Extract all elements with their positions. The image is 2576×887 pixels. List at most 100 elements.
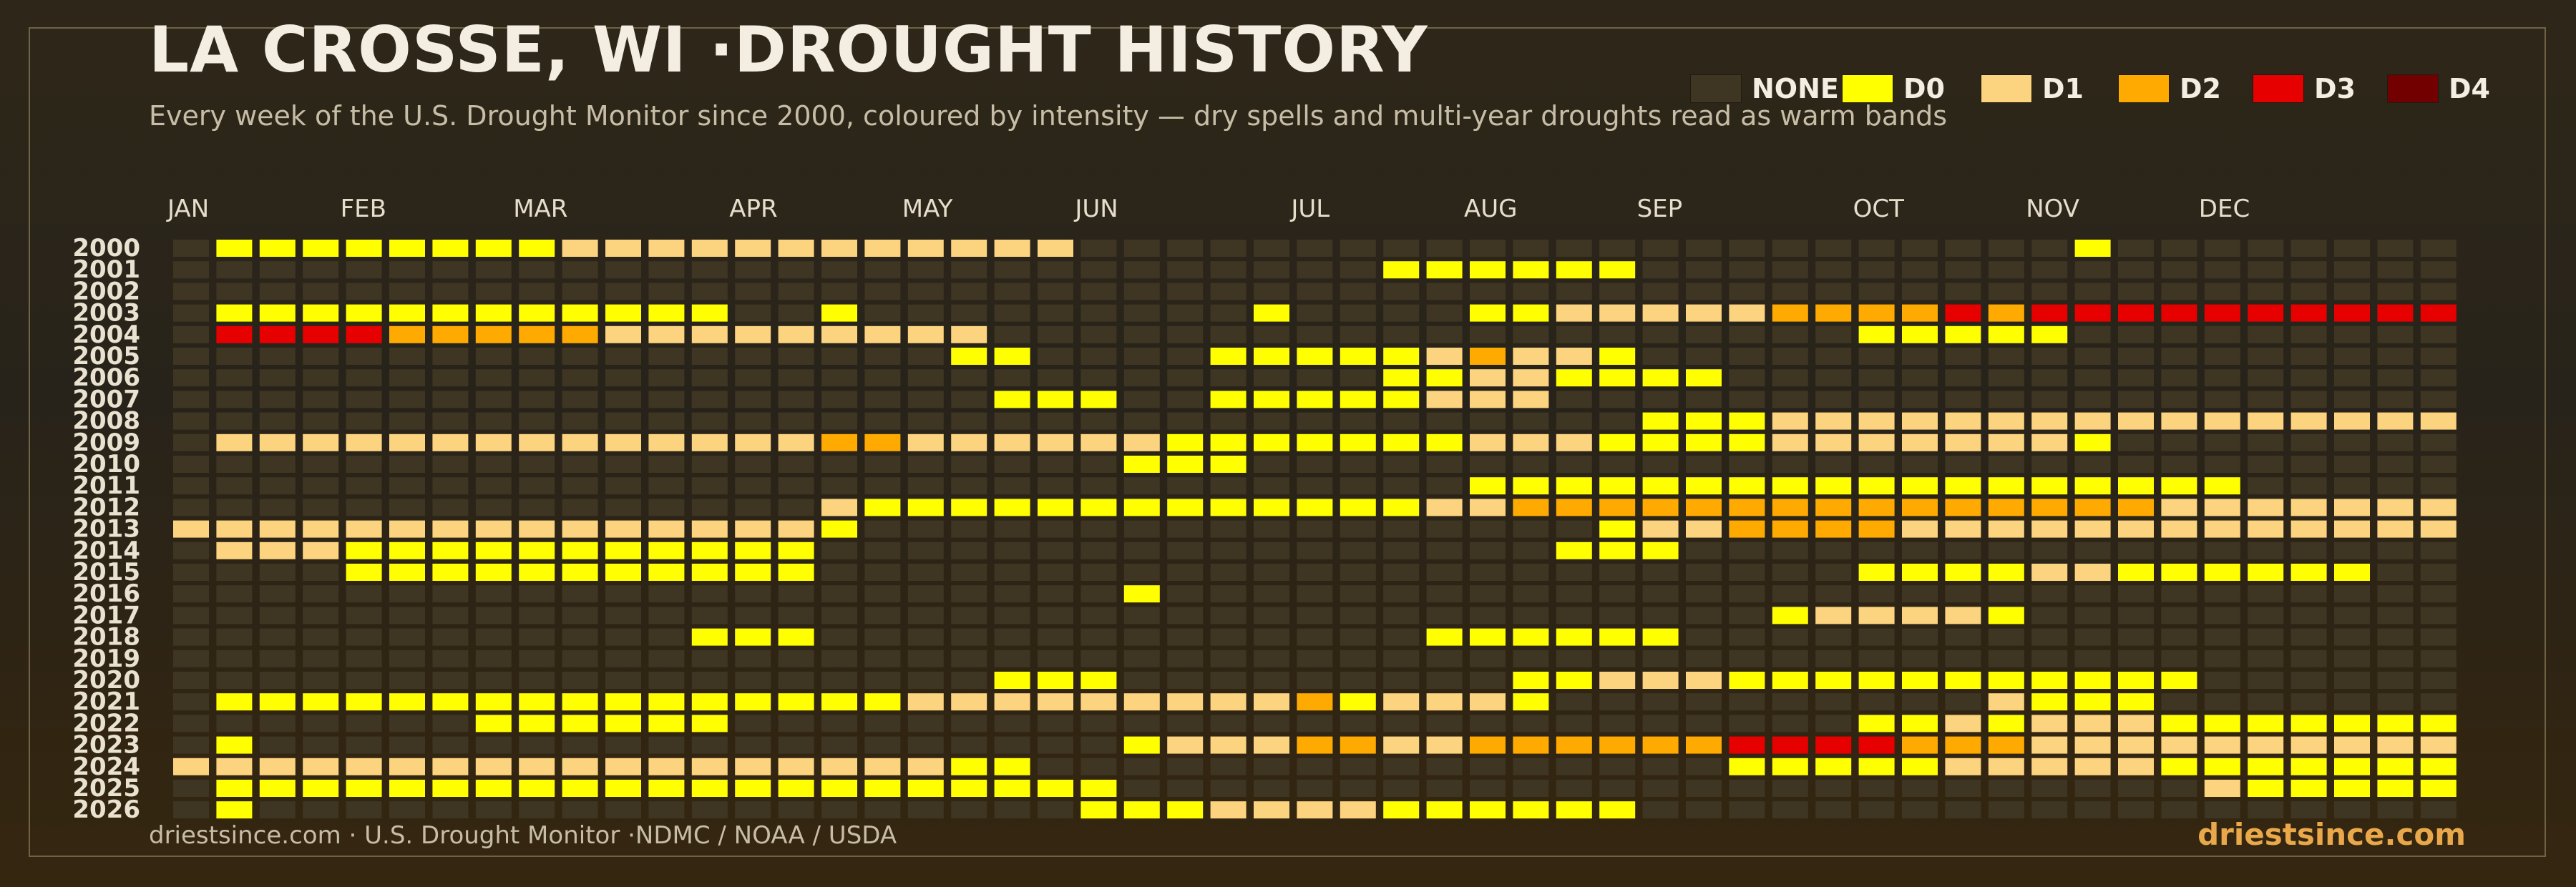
cell-2025-week-25 (1210, 780, 1246, 797)
cell-2009-week-31 (1470, 433, 1506, 451)
cell-2013-week-14 (735, 520, 771, 538)
cell-2010-week-34 (1599, 456, 1636, 473)
cell-2012-week-42 (1945, 499, 1981, 516)
cell-2022-week-11 (605, 715, 641, 732)
cell-2018-week-36 (1686, 628, 1722, 646)
cell-2006-week-3 (259, 369, 296, 387)
cell-2004-week-34 (1599, 325, 1636, 343)
cell-2018-week-21 (1038, 628, 1073, 646)
cell-2002-week-1 (173, 283, 209, 300)
cell-2015-week-45 (2074, 564, 2111, 581)
cell-2003-week-32 (1513, 304, 1549, 322)
cell-2019-week-23 (1123, 650, 1160, 667)
cell-2003-week-41 (1902, 304, 1938, 322)
cell-2012-week-34 (1599, 499, 1636, 516)
cell-2024-week-44 (2031, 758, 2068, 775)
cell-2026-week-19 (951, 801, 987, 819)
cell-2016-week-12 (648, 585, 685, 603)
cell-2015-week-49 (2248, 564, 2284, 581)
cell-2008-week-37 (1729, 412, 1765, 430)
cell-2009-week-3 (259, 433, 296, 451)
cell-2007-week-32 (1513, 391, 1549, 408)
cell-2024-week-10 (562, 758, 598, 775)
year-label-2014: 2014 (72, 536, 140, 565)
cell-2002-week-53 (2420, 283, 2457, 300)
cell-2011-week-14 (735, 477, 771, 495)
cell-2010-week-42 (1945, 456, 1981, 473)
cell-2018-week-23 (1123, 628, 1160, 646)
cell-2011-week-51 (2334, 477, 2370, 495)
cell-2011-week-25 (1210, 477, 1246, 495)
cell-2022-week-41 (1902, 715, 1938, 732)
cell-2014-week-44 (2031, 541, 2068, 559)
year-label-2003: 2003 (72, 299, 140, 328)
cell-2021-week-15 (778, 693, 814, 711)
cell-2014-week-40 (1858, 541, 1895, 559)
cell-2020-week-40 (1858, 672, 1895, 689)
cell-2025-week-44 (2031, 780, 2068, 797)
cell-2025-week-34 (1599, 780, 1636, 797)
cell-2020-week-43 (1988, 672, 2024, 689)
cell-2009-week-14 (735, 433, 771, 451)
cell-2018-week-49 (2248, 628, 2284, 646)
cell-2007-week-31 (1470, 391, 1506, 408)
year-label-2012: 2012 (72, 493, 140, 521)
cell-2009-week-9 (519, 433, 555, 451)
cell-2023-week-43 (1988, 736, 2024, 754)
cell-2005-week-41 (1902, 348, 1938, 365)
cell-2026-week-29 (1383, 801, 1420, 819)
cell-2016-week-14 (735, 585, 771, 603)
cell-2005-week-5 (346, 348, 382, 365)
cell-2025-week-1 (173, 780, 209, 797)
cell-2024-week-32 (1513, 758, 1549, 775)
cell-2003-week-43 (1988, 304, 2024, 322)
cell-2004-week-35 (1642, 325, 1679, 343)
cell-2018-week-48 (2204, 628, 2240, 646)
cell-2017-week-30 (1426, 607, 1463, 624)
cell-2002-week-37 (1729, 283, 1765, 300)
cell-2023-week-36 (1686, 736, 1722, 754)
cell-2010-week-46 (2118, 456, 2154, 473)
cell-2020-week-39 (1815, 672, 1852, 689)
legend-swatch-d3 (2253, 74, 2304, 103)
cell-2008-week-46 (2118, 412, 2154, 430)
cell-2024-week-31 (1470, 758, 1506, 775)
cell-2019-week-25 (1210, 650, 1246, 667)
cell-2008-week-24 (1167, 412, 1204, 430)
cell-2010-week-48 (2204, 456, 2240, 473)
cell-2023-week-8 (475, 736, 512, 754)
cell-2023-week-6 (389, 736, 425, 754)
cell-2000-week-45 (2074, 240, 2111, 257)
cell-2002-week-22 (1080, 283, 1117, 300)
cell-2005-week-52 (2377, 348, 2414, 365)
cell-2005-week-47 (2161, 348, 2197, 365)
cell-2023-week-28 (1340, 736, 1376, 754)
cell-2006-week-52 (2377, 369, 2414, 387)
cell-2015-week-6 (389, 564, 425, 581)
cell-2020-week-17 (864, 672, 901, 689)
cell-2000-week-38 (1772, 240, 1808, 257)
year-label-2013: 2013 (72, 515, 140, 544)
cell-2002-week-28 (1340, 283, 1376, 300)
cell-2007-week-42 (1945, 391, 1981, 408)
cell-2025-week-46 (2118, 780, 2154, 797)
cell-2009-week-36 (1686, 433, 1722, 451)
cell-2020-week-53 (2420, 672, 2457, 689)
cell-2006-week-11 (605, 369, 641, 387)
cell-2012-week-14 (735, 499, 771, 516)
cell-2011-week-24 (1167, 477, 1204, 495)
cell-2020-week-2 (216, 672, 253, 689)
cell-2011-week-21 (1038, 477, 1073, 495)
cell-2013-week-18 (907, 520, 944, 538)
cell-2010-week-53 (2420, 456, 2457, 473)
cell-2026-week-48 (2204, 801, 2240, 819)
cell-2002-week-25 (1210, 283, 1246, 300)
cell-2010-week-11 (605, 456, 641, 473)
cell-2024-week-46 (2118, 758, 2154, 775)
cell-2009-week-40 (1858, 433, 1895, 451)
cell-2025-week-32 (1513, 780, 1549, 797)
cell-2010-week-32 (1513, 456, 1549, 473)
cell-2019-week-6 (389, 650, 425, 667)
cell-2008-week-52 (2377, 412, 2414, 430)
cell-2012-week-31 (1470, 499, 1506, 516)
